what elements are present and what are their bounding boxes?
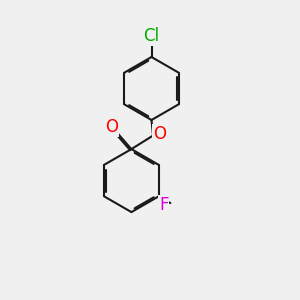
Text: Cl: Cl	[143, 27, 160, 45]
Text: O: O	[105, 118, 118, 136]
Text: O: O	[153, 125, 166, 143]
Text: F: F	[159, 196, 169, 214]
